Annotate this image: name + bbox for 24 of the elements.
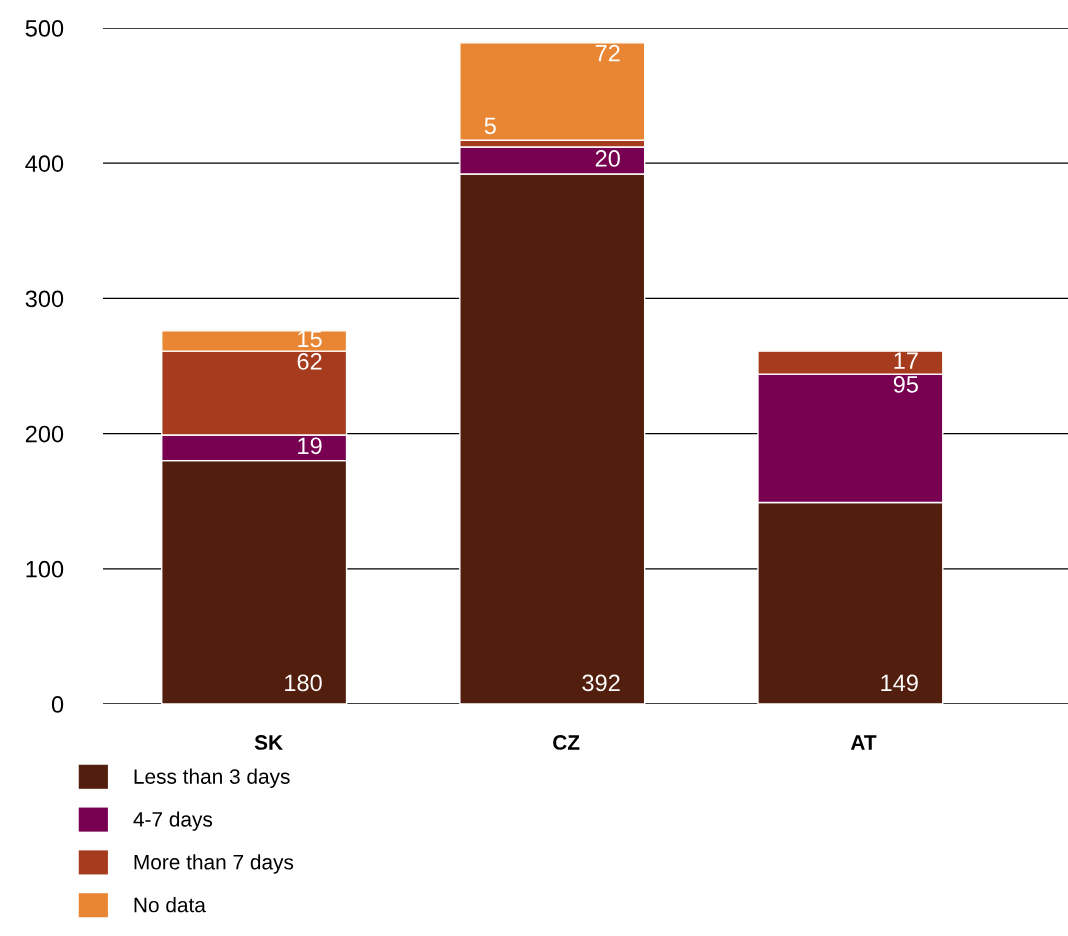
data-label: 180 [285, 674, 322, 692]
data-label: 95 [893, 376, 918, 393]
x-tick-label: SK [254, 735, 283, 750]
legend-label: More than 7 days [134, 854, 294, 874]
data-label: 20 [595, 150, 620, 167]
y-tick-label: 100 [26, 560, 64, 578]
data-label: 392 [582, 674, 620, 692]
data-label: 17 [894, 352, 918, 369]
data-label: 62 [297, 353, 322, 370]
x-tick-label: AT [850, 735, 877, 750]
y-tick-label: 500 [25, 20, 64, 37]
legend-label: No data [134, 897, 206, 913]
legend-label: 4-7 days [133, 811, 213, 831]
data-label: 15 [298, 330, 322, 348]
y-tick-label: 0 [51, 696, 64, 713]
x-tick-label: CZ [553, 735, 580, 750]
legend-label: Less than 3 days [134, 768, 290, 789]
data-label: 72 [595, 44, 620, 62]
y-tick-label: 200 [25, 425, 64, 443]
y-tick-label: 300 [25, 290, 64, 308]
data-label: 19 [298, 437, 322, 455]
data-label: 149 [881, 674, 918, 692]
data-label: 5 [484, 117, 496, 135]
y-tick-label: 400 [25, 155, 64, 172]
